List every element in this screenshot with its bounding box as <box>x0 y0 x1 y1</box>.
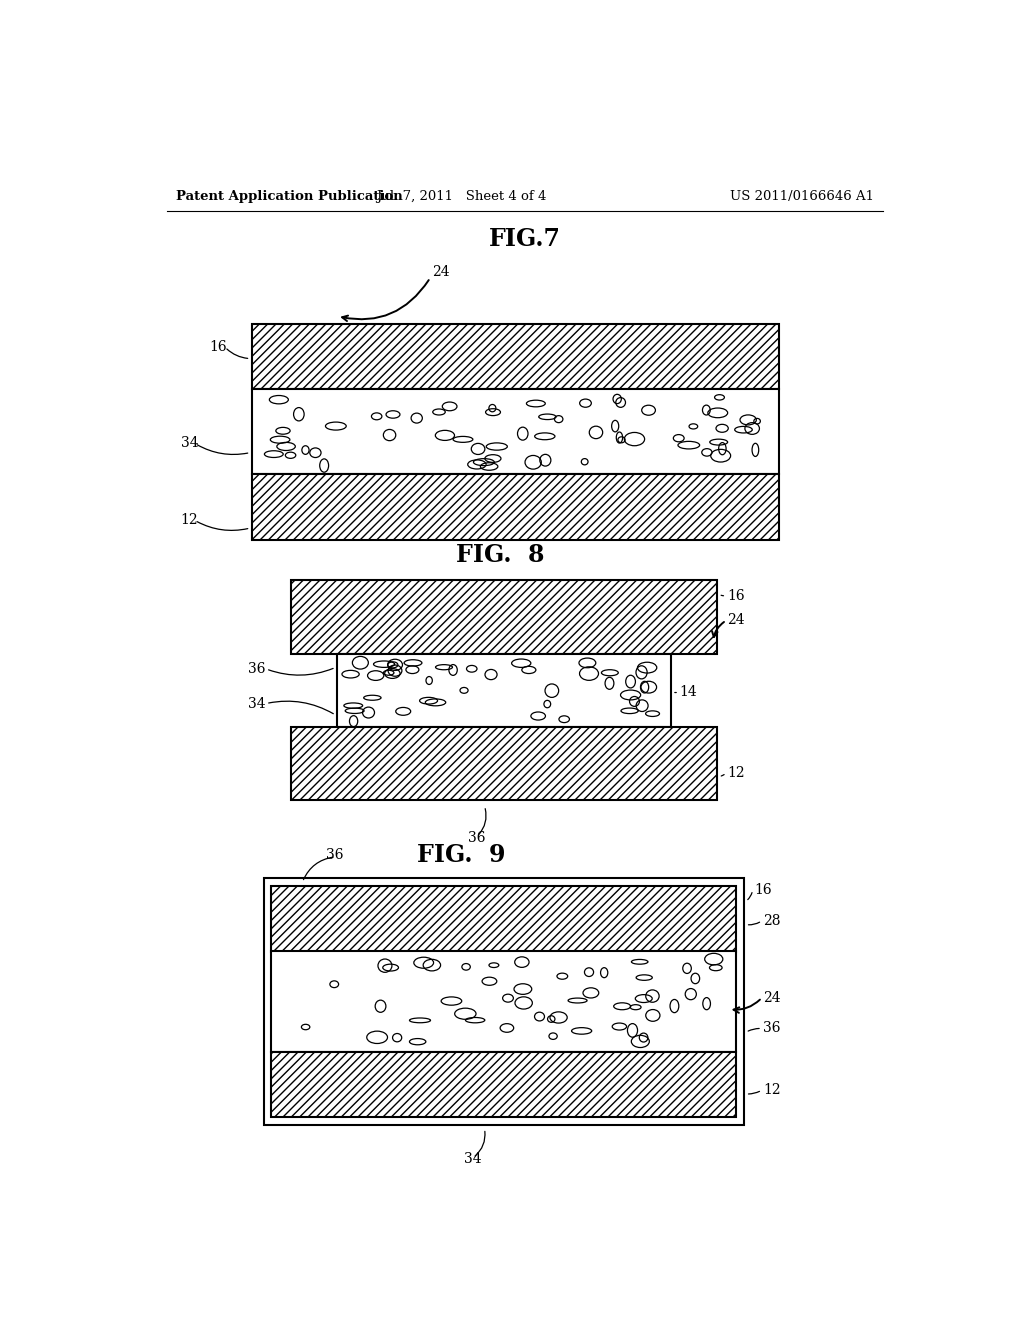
Text: Jul. 7, 2011   Sheet 4 of 4: Jul. 7, 2011 Sheet 4 of 4 <box>376 190 547 203</box>
Bar <box>271 952 736 1052</box>
Text: FIG.  9: FIG. 9 <box>417 843 506 867</box>
Bar <box>291 726 717 800</box>
Text: 12: 12 <box>727 766 744 780</box>
Text: US 2011/0166646 A1: US 2011/0166646 A1 <box>730 190 874 203</box>
Bar <box>252 474 779 540</box>
Text: 36: 36 <box>326 849 343 862</box>
Text: 24: 24 <box>432 264 450 279</box>
Text: 34: 34 <box>248 697 266 710</box>
Text: FIG.7: FIG.7 <box>488 227 561 251</box>
Text: 36: 36 <box>248 661 265 676</box>
Text: 24: 24 <box>764 991 781 1005</box>
Bar <box>291 581 717 653</box>
Bar <box>252 323 779 389</box>
Text: 16: 16 <box>209 341 227 354</box>
Bar <box>263 878 744 1125</box>
Text: 34: 34 <box>464 1152 481 1167</box>
Text: 16: 16 <box>727 589 744 603</box>
Bar <box>337 653 671 726</box>
Text: 34: 34 <box>180 437 199 450</box>
Text: Patent Application Publication: Patent Application Publication <box>176 190 402 203</box>
Text: FIG.  8: FIG. 8 <box>456 543 544 568</box>
Bar <box>271 886 736 952</box>
Text: 16: 16 <box>755 883 772 896</box>
Text: 12: 12 <box>180 513 199 527</box>
Text: 28: 28 <box>764 913 781 928</box>
Text: 14: 14 <box>680 685 697 700</box>
Text: 36: 36 <box>468 832 485 845</box>
Text: 36: 36 <box>764 1022 781 1035</box>
Text: 24: 24 <box>727 614 744 627</box>
Bar <box>271 1052 736 1117</box>
Text: 12: 12 <box>764 1084 781 1097</box>
Bar <box>252 389 779 474</box>
